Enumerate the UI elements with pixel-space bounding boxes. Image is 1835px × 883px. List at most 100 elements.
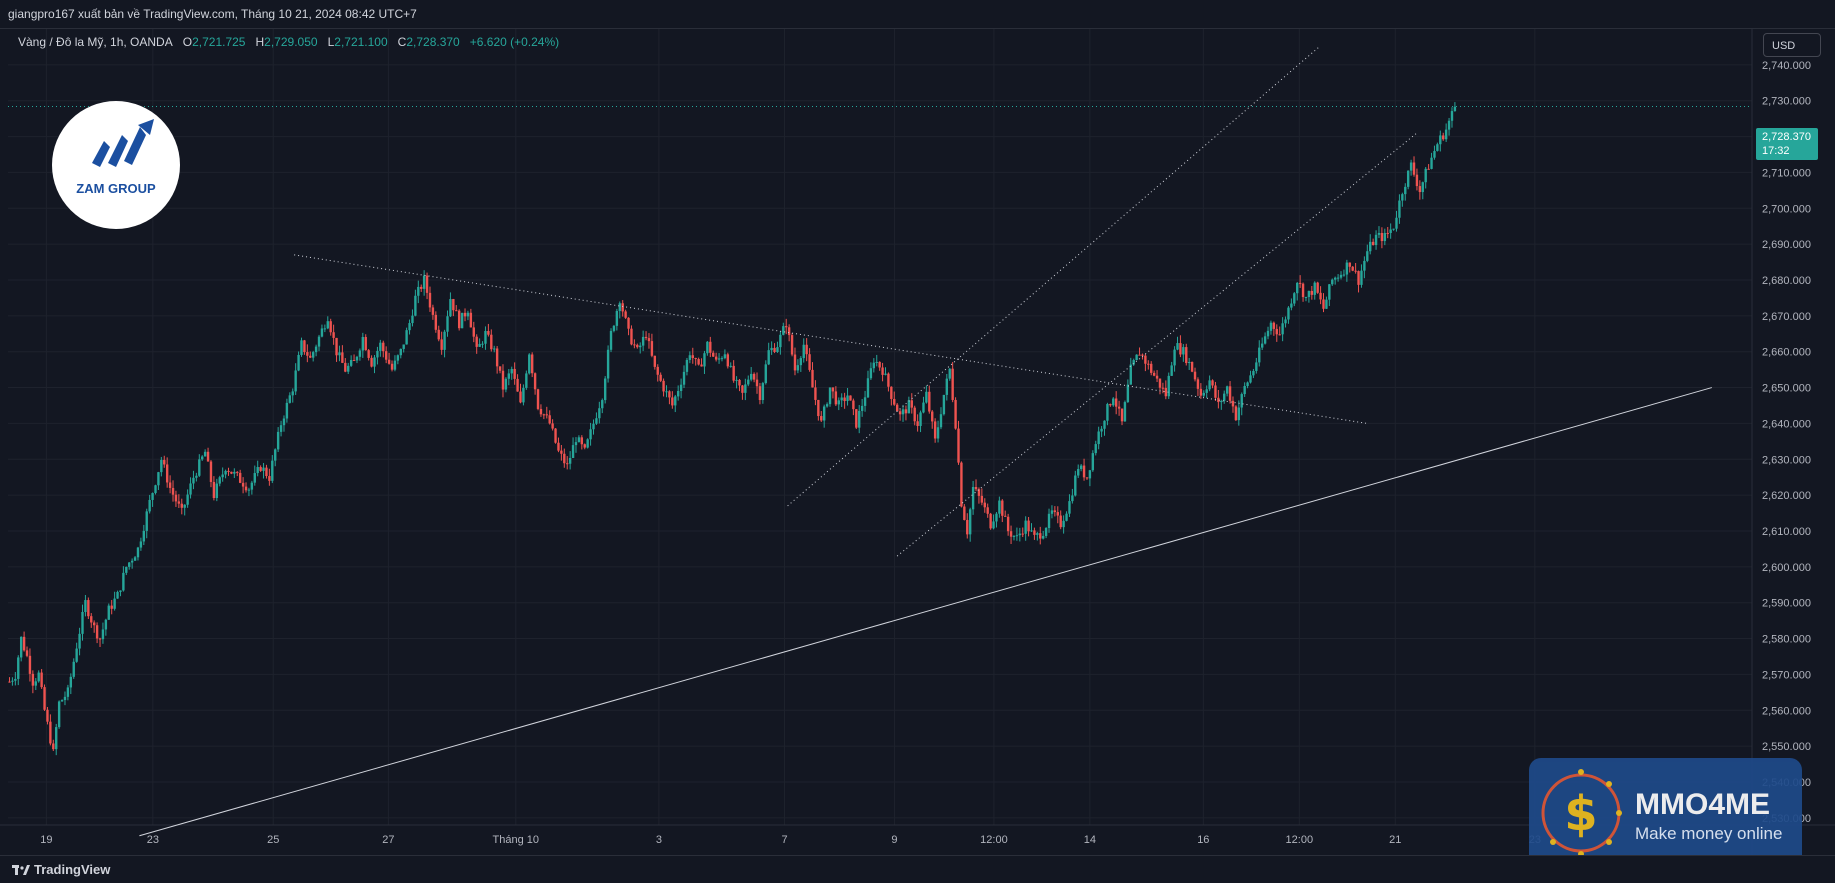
- candle-body: [1077, 469, 1080, 476]
- candle-body: [1033, 530, 1036, 535]
- candle-body: [1255, 362, 1258, 371]
- candle-body: [1296, 282, 1299, 294]
- candle-body: [1234, 406, 1238, 421]
- x-tick-label: 12:00: [1286, 834, 1314, 846]
- candle-body: [603, 378, 607, 401]
- x-tick-label: 14: [1084, 834, 1096, 846]
- candle-body: [820, 416, 823, 421]
- candle-body: [128, 562, 131, 567]
- candle-body: [1325, 299, 1328, 309]
- candle-body: [288, 395, 292, 403]
- candle-body: [221, 474, 224, 478]
- svg-text:$: $: [1564, 786, 1597, 842]
- candle-body: [1266, 330, 1270, 337]
- x-tick-label: 9: [891, 834, 897, 846]
- candle-body: [749, 373, 753, 380]
- candle-body: [884, 373, 887, 375]
- candle-body: [519, 391, 522, 403]
- candle-body: [1415, 174, 1419, 187]
- candle-body: [557, 442, 560, 451]
- symbol-label[interactable]: Vàng / Đô la Mỹ, 1h, OANDA: [18, 35, 173, 49]
- candle-body: [814, 387, 817, 400]
- candle-body: [1114, 398, 1118, 407]
- candle-body: [46, 709, 49, 722]
- candle-body: [1173, 349, 1176, 366]
- x-tick-label: 25: [267, 834, 279, 846]
- candle-body: [8, 681, 11, 683]
- tradingview-logo[interactable]: TradingView: [12, 862, 110, 877]
- candle-body: [776, 347, 779, 353]
- candle-body: [554, 428, 557, 443]
- candle-body: [1360, 270, 1363, 285]
- candle-body: [752, 373, 756, 380]
- candle-body: [1447, 120, 1451, 130]
- candle-body: [980, 495, 984, 503]
- candle-body: [971, 486, 975, 510]
- candle-body: [428, 292, 432, 308]
- x-tick-label: Tháng 10: [493, 834, 539, 846]
- candle-body: [335, 337, 338, 356]
- candle-body: [1170, 365, 1173, 376]
- candle-body: [755, 379, 759, 387]
- candle-body: [849, 395, 852, 401]
- candle-body: [475, 336, 478, 347]
- candle-body: [977, 489, 981, 496]
- candle-body: [1328, 284, 1331, 300]
- candle-body: [700, 364, 703, 367]
- candle-body: [1097, 431, 1100, 445]
- candle-body: [662, 380, 665, 392]
- candle-body: [379, 342, 382, 351]
- y-tick-label: 2,640.000: [1762, 418, 1811, 430]
- candle-body: [183, 504, 186, 508]
- candle-body: [329, 321, 332, 333]
- candle-body: [262, 467, 265, 471]
- candle-body: [1158, 378, 1162, 388]
- candle-body: [1217, 397, 1220, 403]
- chart-pane[interactable]: 2,740.0002,730.0002,720.0002,710.0002,70…: [0, 28, 1835, 856]
- candle-body: [1386, 232, 1389, 234]
- candle-body: [154, 485, 157, 494]
- candle-body: [1196, 379, 1200, 389]
- candle-body: [25, 650, 29, 656]
- candle-body: [487, 330, 490, 335]
- close-value: 2,728.370: [406, 35, 460, 49]
- candle-body: [31, 673, 35, 686]
- candle-body: [697, 359, 700, 365]
- candle-body: [282, 418, 286, 426]
- y-tick-label: 2,560.000: [1762, 705, 1811, 717]
- candle-body: [630, 328, 633, 345]
- candle-body: [837, 400, 840, 405]
- candle-body: [793, 354, 797, 371]
- candle-body: [326, 321, 329, 329]
- candle-body: [1088, 470, 1092, 479]
- currency-button[interactable]: USD: [1763, 33, 1821, 57]
- candle-body: [1293, 293, 1296, 304]
- candle-body: [63, 696, 67, 701]
- candle-body: [1021, 533, 1024, 535]
- candle-body: [1132, 360, 1135, 365]
- candle-body: [40, 672, 43, 688]
- candle-body: [431, 307, 435, 315]
- candle-body: [1079, 465, 1083, 470]
- candle-body: [676, 390, 680, 397]
- candle-body: [317, 336, 321, 347]
- candle-body: [1164, 387, 1168, 397]
- candle-body: [1298, 282, 1302, 284]
- candle-body: [922, 402, 925, 413]
- candle-body: [945, 378, 949, 395]
- candle-body: [665, 391, 668, 393]
- candle-body: [206, 451, 210, 462]
- candle-body: [1103, 420, 1106, 429]
- candle-body: [320, 328, 324, 337]
- tradingview-icon: [12, 865, 30, 875]
- candle-body: [802, 344, 805, 359]
- candle-body: [1418, 186, 1422, 193]
- candle-body: [90, 616, 93, 623]
- candle-body: [1278, 334, 1281, 336]
- price-chart[interactable]: 2,740.0002,730.0002,720.0002,710.0002,70…: [0, 29, 1835, 856]
- candle-body: [75, 648, 78, 662]
- candle-body: [1050, 510, 1054, 514]
- candle-body: [650, 341, 654, 356]
- candle-body: [767, 350, 770, 365]
- candle-body: [951, 368, 954, 400]
